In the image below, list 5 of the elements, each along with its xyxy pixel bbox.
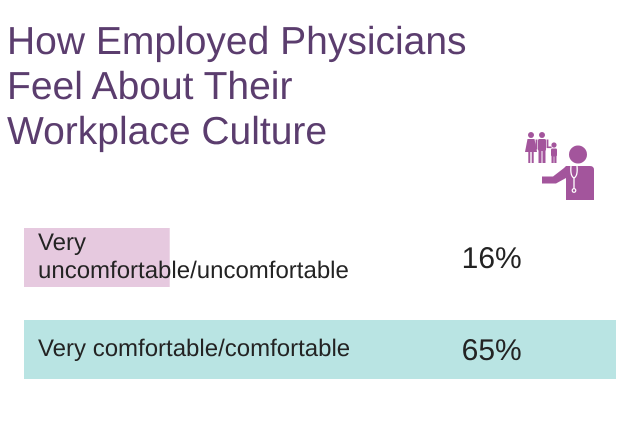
y-tick-label: Very uncomfortable/uncomfortable bbox=[38, 229, 349, 284]
y-tick-label: Very comfortable/comfortable bbox=[38, 335, 350, 362]
chart-title: How Employed Physicians Feel About Their Workplace Culture bbox=[7, 19, 468, 154]
data-label: 16% bbox=[462, 242, 522, 275]
data-label: 65% bbox=[462, 334, 522, 367]
